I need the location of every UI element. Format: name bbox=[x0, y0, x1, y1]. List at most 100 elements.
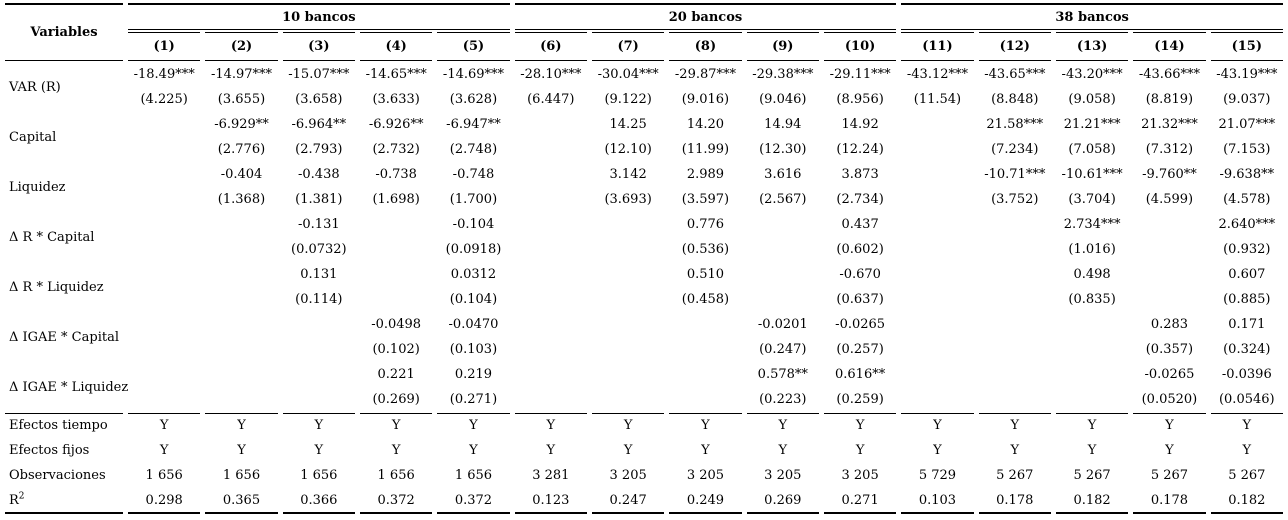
se-cell bbox=[515, 138, 587, 161]
coef-cell: 0.219 bbox=[454, 367, 493, 382]
se-cell bbox=[515, 238, 587, 261]
coef-cell: -6.964** bbox=[291, 117, 347, 132]
summary-value-cell: Y bbox=[623, 443, 633, 458]
coef-cell: 0.498 bbox=[1073, 267, 1111, 282]
coef-cell: -0.0265 bbox=[835, 317, 886, 332]
coef-cell bbox=[205, 263, 277, 286]
coef-cell bbox=[901, 363, 973, 386]
summary-value-cell: Y bbox=[128, 413, 201, 437]
summary-value-cell: Y bbox=[469, 443, 478, 458]
standard-error-row: (0.114) (0.104) (0.458) (0.637) (0.835) (0.88… bbox=[5, 288, 1283, 311]
summary-value-cell: 5 267 bbox=[1150, 468, 1189, 483]
column-header-4: (4) bbox=[359, 32, 433, 61]
column-header-11: (11) bbox=[901, 32, 974, 61]
summary-value-cell: Y bbox=[314, 443, 324, 458]
se-cell: (7.312) bbox=[1145, 142, 1194, 157]
row-label-text: Efectos tiempo bbox=[9, 418, 108, 433]
coef-cell: 0.283 bbox=[1150, 317, 1189, 332]
summary-value-cell: 0.298 bbox=[128, 489, 201, 514]
column-header-9: (9) bbox=[746, 32, 819, 61]
se-cell: (0.257) bbox=[836, 342, 884, 357]
se-cell: (9.037) bbox=[1223, 92, 1271, 107]
se-cell bbox=[515, 388, 587, 411]
coef-cell bbox=[515, 313, 587, 336]
summary-value-cell: 5 729 bbox=[918, 468, 957, 483]
coef-cell: 21.07*** bbox=[1218, 117, 1276, 132]
row-label: Observaciones bbox=[5, 464, 123, 487]
coef-cell bbox=[747, 263, 819, 286]
coef-cell: -6.947** bbox=[446, 117, 501, 132]
coef-cell: -43.19*** bbox=[1216, 67, 1278, 82]
se-cell: (9.058) bbox=[1068, 92, 1116, 107]
summary-value-cell: Y bbox=[1055, 413, 1129, 437]
se-cell: (3.693) bbox=[604, 192, 652, 207]
coef-cell: 3.873 bbox=[841, 167, 879, 182]
se-cell bbox=[205, 238, 277, 261]
coef-cell: 0.131 bbox=[300, 267, 338, 282]
summary-value-cell: 0.365 bbox=[205, 489, 278, 514]
summary-value-cell: 1 656 bbox=[300, 468, 338, 483]
se-cell: (3.752) bbox=[991, 192, 1039, 207]
coef-cell: -0.670 bbox=[839, 267, 881, 282]
se-cell bbox=[1133, 288, 1205, 311]
row-label-text: Efectos fijos bbox=[9, 443, 90, 458]
summary-value-cell: Y bbox=[391, 443, 401, 458]
summary-value-cell: Y bbox=[701, 443, 710, 458]
se-cell bbox=[128, 338, 200, 361]
se-cell bbox=[901, 338, 973, 361]
se-cell: (11.54) bbox=[913, 92, 962, 107]
summary-value-cell: Y bbox=[1087, 443, 1097, 458]
se-cell bbox=[128, 188, 200, 211]
summary-value-cell: 0.372 bbox=[437, 489, 510, 514]
se-cell: (2.567) bbox=[759, 192, 807, 207]
summary-value-cell: 3 205 bbox=[686, 468, 725, 483]
se-cell: (3.704) bbox=[1068, 192, 1116, 207]
summary-value-cell: 0.178 bbox=[1133, 489, 1206, 514]
se-cell: (0.0732) bbox=[291, 242, 347, 257]
se-cell: (0.536) bbox=[681, 242, 730, 257]
row-label: Δ R * Capital bbox=[9, 229, 95, 245]
coef-cell: -0.738 bbox=[375, 167, 417, 182]
coef-cell bbox=[205, 313, 277, 336]
coef-cell bbox=[360, 263, 432, 286]
standard-error-row: (0.102) (0.103) (0.247) (0.257) (0.357) (0.32… bbox=[5, 338, 1283, 361]
variables-header: Variables bbox=[5, 3, 123, 61]
coef-cell bbox=[1133, 263, 1205, 286]
coefficient-row: VAR (R) -18.49*** -14.97*** -15.07*** -14.65… bbox=[5, 63, 1283, 95]
se-cell bbox=[360, 288, 432, 311]
coefficient-row: Δ R * Capital -0.131 -0.104 0.776 0.437 2.734… bbox=[5, 213, 1283, 245]
coef-cell bbox=[1056, 313, 1128, 336]
coef-cell: -43.66*** bbox=[1138, 67, 1200, 82]
coef-cell: -29.38*** bbox=[752, 67, 814, 82]
se-cell: (9.016) bbox=[681, 92, 730, 107]
coefficient-row: Liquidez -0.404 -0.438 -0.738 -0.748 3.142 2.9… bbox=[5, 163, 1283, 195]
coefficient-row: Capital -6.929** -6.964** -6.926** -6.947** 1… bbox=[5, 113, 1283, 145]
summary-value-cell: Y bbox=[1133, 413, 1206, 437]
se-cell: (12.24) bbox=[836, 142, 884, 157]
se-cell: (0.223) bbox=[759, 392, 807, 407]
se-cell bbox=[592, 238, 664, 261]
summary-value-cell: Y bbox=[359, 413, 433, 437]
coef-cell bbox=[205, 213, 277, 236]
se-cell: (0.458) bbox=[681, 292, 730, 307]
coef-cell: -14.69*** bbox=[442, 67, 505, 82]
summary-value-cell: Y bbox=[669, 413, 742, 437]
summary-row: R2 0.298 0.365 0.366 0.372 0.372 0.123 0.247 0.2… bbox=[5, 489, 1283, 514]
coef-cell bbox=[515, 163, 587, 186]
se-cell bbox=[747, 288, 819, 311]
summary-value-cell: 0.372 bbox=[359, 489, 433, 514]
column-header-5: (5) bbox=[437, 32, 510, 61]
summary-value-cell: 1 656 bbox=[454, 468, 493, 483]
coef-cell bbox=[901, 163, 973, 186]
se-cell: (8.956) bbox=[836, 92, 884, 107]
summary-value-cell: Y bbox=[978, 413, 1051, 437]
summary-value-cell: 1 656 bbox=[377, 468, 415, 483]
se-cell bbox=[515, 188, 587, 211]
coef-cell: 0.171 bbox=[1228, 317, 1266, 332]
summary-value-cell: 5 267 bbox=[1073, 468, 1111, 483]
se-cell: (0.324) bbox=[1223, 342, 1271, 357]
se-cell: (3.655) bbox=[217, 92, 266, 107]
coef-cell: -43.12*** bbox=[906, 67, 968, 82]
se-cell bbox=[901, 238, 973, 261]
row-label: Δ IGAE * Capital bbox=[9, 329, 119, 345]
